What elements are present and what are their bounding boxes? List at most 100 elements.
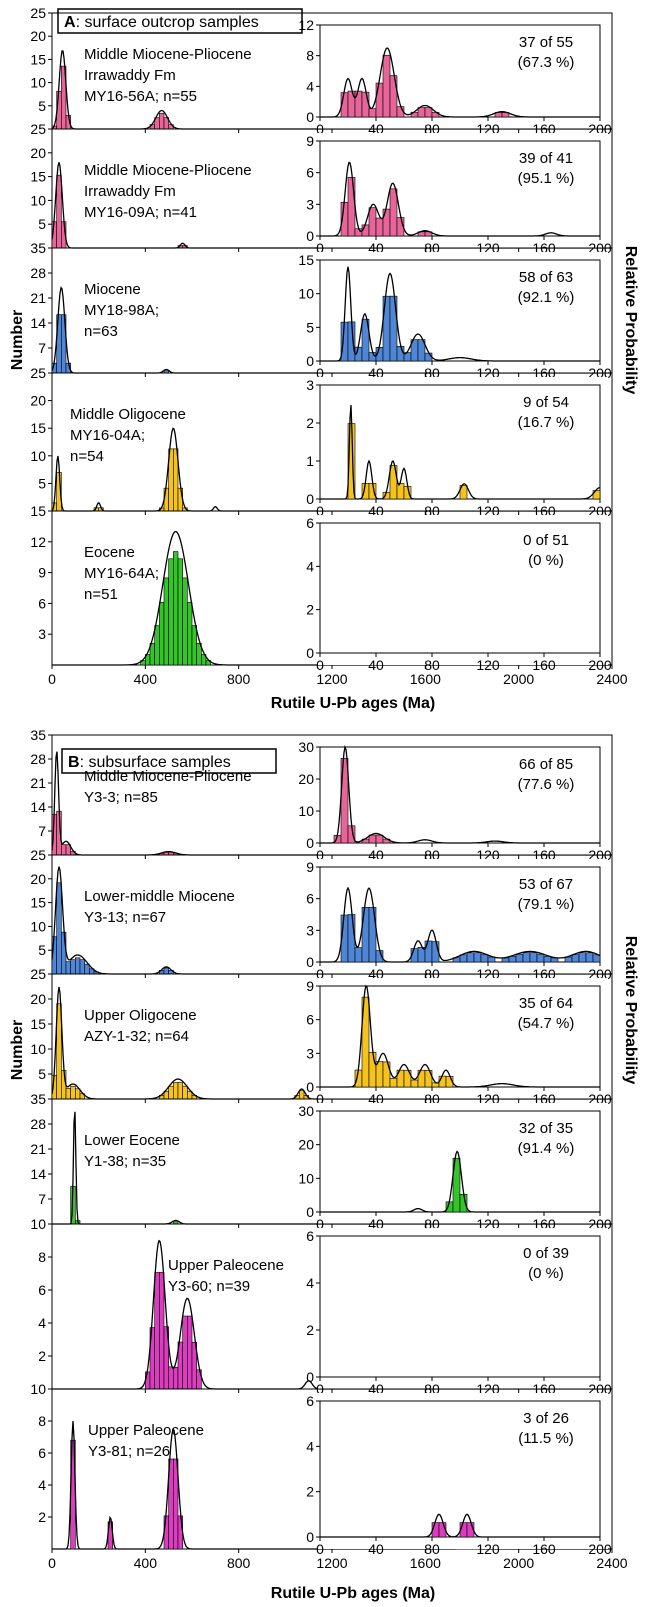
histogram-bar: [173, 1366, 179, 1390]
inset-y-tick-label: 6: [306, 891, 314, 907]
inset-histogram-bar: [347, 914, 356, 963]
sample-label: Middle Miocene-Pliocene: [84, 768, 252, 785]
histogram-bar: [145, 1371, 151, 1390]
panel-a-title: A: surface outcrop samples: [64, 14, 259, 31]
inset-histogram-bar: [543, 955, 552, 963]
histogram-bar: [163, 967, 169, 975]
panel-b-title-text: : subsurface samples: [80, 754, 231, 771]
inset-histogram-bar: [522, 952, 531, 963]
y-tick-label: 10: [30, 1041, 46, 1057]
histogram-bar: [79, 959, 85, 975]
inset-histogram-bar: [396, 483, 405, 500]
inset-x-tick-label: 80: [424, 657, 440, 673]
subplot-4: 5 10 15 20 25 Middle Oligocene MY16-04A; n=54 0 1…: [30, 365, 613, 519]
inset-kde-curve: [320, 1513, 600, 1538]
inset-y-tick-label: 3: [306, 196, 314, 212]
sample-label: Upper Paleocene: [88, 1422, 204, 1439]
x-tick-label: 2000: [503, 671, 534, 687]
inset-y-tick-label: 2: [306, 1322, 314, 1338]
histogram-bar: [65, 961, 71, 975]
y-tick-label: 14: [30, 315, 46, 331]
sample-label: Irrawaddy Fm: [84, 67, 176, 84]
inset-histogram-bar: [550, 957, 559, 963]
ratio-label: 9 of 54: [523, 394, 569, 411]
ratio-label: (0 %): [528, 552, 564, 569]
inset-background: [318, 1228, 608, 1389]
inset-histogram-bar: [389, 188, 398, 237]
y-tick-label: 15: [30, 895, 46, 911]
histogram-bar: [159, 602, 165, 666]
inset-y-tick-label: 2: [306, 415, 314, 431]
histogram-bar: [177, 1515, 183, 1550]
inset-frame: [319, 1235, 601, 1378]
sample-label: MY16-09A; n=41: [84, 204, 197, 221]
inset-x-tick-label: 160: [532, 1541, 556, 1557]
inset-histogram-bar: [389, 75, 398, 118]
ratio-label: (77.6 %): [518, 776, 575, 793]
panel-b-title: B: subsurface samples: [68, 754, 231, 771]
inset-x-tick-label: 160: [532, 657, 556, 673]
inset-y-tick-label: 20: [298, 771, 314, 787]
ratio-label: 0 of 39: [523, 1245, 569, 1262]
y-tick-label: 28: [30, 1116, 46, 1132]
y-tick-label: 2: [38, 1509, 46, 1525]
inset-kde-curve: [320, 161, 600, 237]
x-tick-label: 1200: [316, 1555, 347, 1571]
inset-histogram-bar: [438, 1075, 447, 1088]
x-tick-label: 1600: [410, 1555, 441, 1571]
sample-label: MY16-56A; n=55: [84, 88, 197, 105]
inset-histogram-bar: [473, 952, 482, 963]
sample-label: n=63: [84, 323, 118, 340]
y-tick-label: 10: [30, 448, 46, 464]
inset-histogram-bar: [424, 1070, 433, 1088]
inset-histogram-bar: [389, 1077, 398, 1088]
inset-histogram-bar: [529, 952, 538, 963]
y-tick-label: 20: [30, 393, 46, 409]
histogram-bar: [201, 654, 207, 666]
subplot-7: 5 10 15 20 25 Lower-middle Miocene Y3-13; n=67…: [30, 847, 613, 982]
inset-y-tick-label: 2: [306, 1484, 314, 1500]
y-tick-label: 3: [38, 626, 46, 642]
inset-histogram-bar: [368, 108, 377, 118]
inset-histogram-bar: [585, 952, 594, 963]
inset-histogram-bar: [361, 318, 370, 362]
histogram-bar: [75, 1088, 81, 1100]
ratio-label: (0 %): [528, 1265, 564, 1282]
histogram-bar: [56, 882, 62, 975]
histogram-bar: [182, 1315, 188, 1390]
inset-y-tick-label: 2: [306, 602, 314, 618]
y-tick-label: 10: [30, 192, 46, 208]
inset-y-tick-label: 10: [298, 1170, 314, 1186]
panel-b-letter: B: [68, 754, 80, 771]
inset-y-tick-label: 0: [306, 109, 314, 125]
inset-histogram-bar: [375, 82, 384, 118]
histogram-bar: [168, 1366, 174, 1390]
inset-y-tick-label: 6: [306, 1393, 314, 1409]
histogram-bar: [75, 957, 81, 975]
histogram-bar: [187, 1315, 193, 1390]
y-axis-title-right-b: Relative Probability: [622, 936, 639, 1085]
inset-y-tick-label: 30: [298, 1103, 314, 1119]
inset-y-tick-label: 9: [306, 859, 314, 875]
ratio-label: 66 of 85: [519, 756, 573, 773]
histogram-bar: [70, 1085, 76, 1100]
subplot-8: 5 10 15 20 25 Upper Oligocene AZY-1-32; n=64 0 3…: [30, 966, 613, 1107]
sample-label: MY16-64A;: [84, 565, 159, 582]
ratio-label: (95.1 %): [518, 170, 575, 187]
inset-histogram-bar: [396, 346, 405, 362]
ratio-label: 37 of 55: [519, 34, 573, 51]
inset-kde-curve: [320, 1150, 600, 1213]
inset-histogram-bar: [480, 954, 489, 963]
sample-label: Middle Miocene-Pliocene: [84, 46, 252, 63]
histogram-bar: [154, 1272, 160, 1390]
inset-histogram-bar: [375, 1061, 384, 1088]
y-tick-label: 10: [30, 1381, 46, 1397]
inset-histogram-bar: [466, 952, 475, 963]
inset-background: [318, 739, 608, 855]
sample-label: n=51: [84, 586, 118, 603]
y-tick-label: 15: [30, 169, 46, 185]
inset-histogram-bar: [417, 339, 426, 362]
y-tick-label: 35: [30, 240, 46, 256]
